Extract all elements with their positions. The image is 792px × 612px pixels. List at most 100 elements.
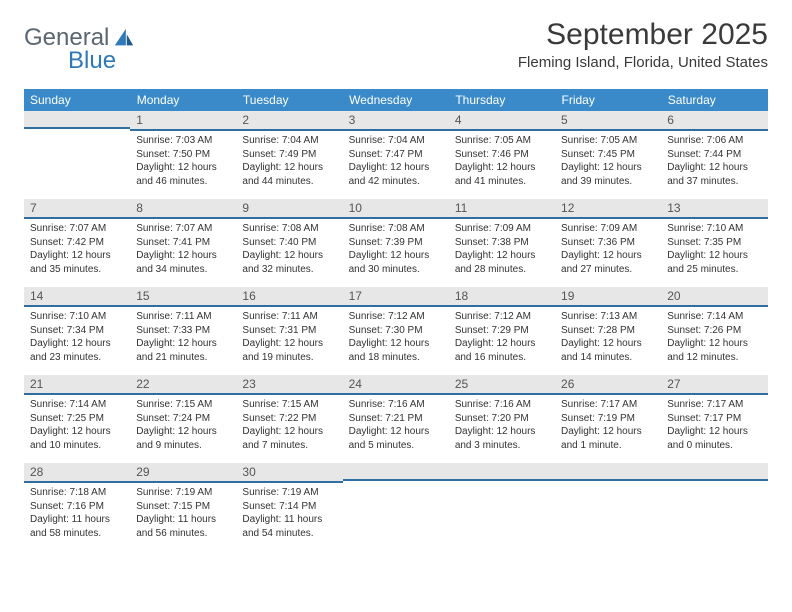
title-block: September 2025 Fleming Island, Florida, … bbox=[518, 18, 768, 71]
day-info: Sunrise: 7:04 AMSunset: 7:49 PMDaylight:… bbox=[242, 134, 336, 188]
day-number: 19 bbox=[555, 287, 661, 307]
day-number: 8 bbox=[130, 199, 236, 219]
day-number: 23 bbox=[236, 375, 342, 395]
calendar-head: SundayMondayTuesdayWednesdayThursdayFrid… bbox=[24, 89, 768, 111]
location-text: Fleming Island, Florida, United States bbox=[518, 54, 768, 71]
day-info: Sunrise: 7:15 AMSunset: 7:22 PMDaylight:… bbox=[242, 398, 336, 452]
day-cell-14: 14Sunrise: 7:10 AMSunset: 7:34 PMDayligh… bbox=[24, 287, 130, 375]
weekday-thursday: Thursday bbox=[449, 89, 555, 111]
day-cell-22: 22Sunrise: 7:15 AMSunset: 7:24 PMDayligh… bbox=[130, 375, 236, 463]
day-content: 30 Sunrise: 7:19 AMSunset: 7:14 PMDayligh… bbox=[236, 463, 342, 551]
day-cell-7: 7Sunrise: 7:07 AMSunset: 7:42 PMDaylight… bbox=[24, 199, 130, 287]
day-content: 26Sunrise: 7:17 AMSunset: 7:19 PMDayligh… bbox=[555, 375, 661, 463]
day-number: 17 bbox=[343, 287, 449, 307]
weekday-friday: Friday bbox=[555, 89, 661, 111]
empty-cell bbox=[343, 463, 449, 551]
day-number: 18 bbox=[449, 287, 555, 307]
day-cell-10: 10Sunrise: 7:08 AMSunset: 7:39 PMDayligh… bbox=[343, 199, 449, 287]
day-info: Sunrise: 7:05 AMSunset: 7:45 PMDaylight:… bbox=[561, 134, 655, 188]
day-info: Sunrise: 7:17 AMSunset: 7:17 PMDaylight:… bbox=[667, 398, 761, 452]
day-content: 2 Sunrise: 7:04 AMSunset: 7:49 PMDaylight… bbox=[236, 111, 342, 199]
day-cell-30: 30 Sunrise: 7:19 AMSunset: 7:14 PMDayligh… bbox=[236, 463, 342, 551]
day-number: 27 bbox=[661, 375, 767, 395]
day-content: 14Sunrise: 7:10 AMSunset: 7:34 PMDayligh… bbox=[24, 287, 130, 375]
day-content: 12Sunrise: 7:09 AMSunset: 7:36 PMDayligh… bbox=[555, 199, 661, 287]
day-info: Sunrise: 7:15 AMSunset: 7:24 PMDaylight:… bbox=[136, 398, 230, 452]
day-content: 27 Sunrise: 7:17 AMSunset: 7:17 PMDayligh… bbox=[661, 375, 767, 463]
day-info: Sunrise: 7:07 AMSunset: 7:42 PMDaylight:… bbox=[30, 222, 124, 276]
day-cell-17: 17 Sunrise: 7:12 AMSunset: 7:30 PMDayligh… bbox=[343, 287, 449, 375]
day-info: Sunrise: 7:16 AMSunset: 7:20 PMDaylight:… bbox=[455, 398, 549, 452]
day-content: 5Sunrise: 7:05 AMSunset: 7:45 PMDaylight… bbox=[555, 111, 661, 199]
day-info: Sunrise: 7:14 AMSunset: 7:25 PMDaylight:… bbox=[30, 398, 124, 452]
day-info: Sunrise: 7:04 AMSunset: 7:47 PMDaylight:… bbox=[349, 134, 443, 188]
weekday-saturday: Saturday bbox=[661, 89, 767, 111]
day-number: 20 bbox=[661, 287, 767, 307]
day-number: 30 bbox=[236, 463, 342, 483]
day-content: 7Sunrise: 7:07 AMSunset: 7:42 PMDaylight… bbox=[24, 199, 130, 287]
day-info: Sunrise: 7:11 AMSunset: 7:33 PMDaylight:… bbox=[136, 310, 230, 364]
day-cell-20: 20 Sunrise: 7:14 AMSunset: 7:26 PMDayligh… bbox=[661, 287, 767, 375]
day-number: 24 bbox=[343, 375, 449, 395]
day-info: Sunrise: 7:07 AMSunset: 7:41 PMDaylight:… bbox=[136, 222, 230, 276]
day-number: 21 bbox=[24, 375, 130, 395]
day-content: 10Sunrise: 7:08 AMSunset: 7:39 PMDayligh… bbox=[343, 199, 449, 287]
day-cell-9: 9Sunrise: 7:08 AMSunset: 7:40 PMDaylight… bbox=[236, 199, 342, 287]
day-info: Sunrise: 7:14 AMSunset: 7:26 PMDaylight:… bbox=[667, 310, 761, 364]
weekday-row: SundayMondayTuesdayWednesdayThursdayFrid… bbox=[24, 89, 768, 111]
day-content: 13Sunrise: 7:10 AMSunset: 7:35 PMDayligh… bbox=[661, 199, 767, 287]
day-cell-1: 1Sunrise: 7:03 AMSunset: 7:50 PMDaylight… bbox=[130, 111, 236, 199]
day-cell-2: 2 Sunrise: 7:04 AMSunset: 7:49 PMDaylight… bbox=[236, 111, 342, 199]
day-info: Sunrise: 7:06 AMSunset: 7:44 PMDaylight:… bbox=[667, 134, 761, 188]
day-number: 2 bbox=[236, 111, 342, 131]
day-cell-26: 26Sunrise: 7:17 AMSunset: 7:19 PMDayligh… bbox=[555, 375, 661, 463]
day-cell-13: 13Sunrise: 7:10 AMSunset: 7:35 PMDayligh… bbox=[661, 199, 767, 287]
day-cell-27: 27 Sunrise: 7:17 AMSunset: 7:17 PMDayligh… bbox=[661, 375, 767, 463]
calendar-table: SundayMondayTuesdayWednesdayThursdayFrid… bbox=[24, 89, 768, 551]
day-number: 10 bbox=[343, 199, 449, 219]
day-content: 20 Sunrise: 7:14 AMSunset: 7:26 PMDayligh… bbox=[661, 287, 767, 375]
day-cell-11: 11Sunrise: 7:09 AMSunset: 7:38 PMDayligh… bbox=[449, 199, 555, 287]
empty-day-bar bbox=[449, 463, 555, 481]
day-info: Sunrise: 7:19 AMSunset: 7:14 PMDaylight:… bbox=[242, 486, 336, 540]
day-number: 3 bbox=[343, 111, 449, 131]
day-content: 25Sunrise: 7:16 AMSunset: 7:20 PMDayligh… bbox=[449, 375, 555, 463]
day-content: 15Sunrise: 7:11 AMSunset: 7:33 PMDayligh… bbox=[130, 287, 236, 375]
day-number: 29 bbox=[130, 463, 236, 483]
day-cell-5: 5Sunrise: 7:05 AMSunset: 7:45 PMDaylight… bbox=[555, 111, 661, 199]
day-cell-21: 21 Sunrise: 7:14 AMSunset: 7:25 PMDayligh… bbox=[24, 375, 130, 463]
week-row: 1Sunrise: 7:03 AMSunset: 7:50 PMDaylight… bbox=[24, 111, 768, 199]
empty-cell bbox=[449, 463, 555, 551]
day-cell-25: 25Sunrise: 7:16 AMSunset: 7:20 PMDayligh… bbox=[449, 375, 555, 463]
day-content: 23 Sunrise: 7:15 AMSunset: 7:22 PMDayligh… bbox=[236, 375, 342, 463]
day-info: Sunrise: 7:19 AMSunset: 7:15 PMDaylight:… bbox=[136, 486, 230, 540]
day-content: 21 Sunrise: 7:14 AMSunset: 7:25 PMDayligh… bbox=[24, 375, 130, 463]
day-content: 1Sunrise: 7:03 AMSunset: 7:50 PMDaylight… bbox=[130, 111, 236, 199]
weekday-monday: Monday bbox=[130, 89, 236, 111]
weekday-tuesday: Tuesday bbox=[236, 89, 342, 111]
calendar-body: 1Sunrise: 7:03 AMSunset: 7:50 PMDaylight… bbox=[24, 111, 768, 551]
empty-day-bar bbox=[661, 463, 767, 481]
day-content: 17 Sunrise: 7:12 AMSunset: 7:30 PMDayligh… bbox=[343, 287, 449, 375]
day-info: Sunrise: 7:10 AMSunset: 7:34 PMDaylight:… bbox=[30, 310, 124, 364]
day-number: 9 bbox=[236, 199, 342, 219]
week-row: 14Sunrise: 7:10 AMSunset: 7:34 PMDayligh… bbox=[24, 287, 768, 375]
day-content: 29 Sunrise: 7:19 AMSunset: 7:15 PMDayligh… bbox=[130, 463, 236, 551]
day-content: 28Sunrise: 7:18 AMSunset: 7:16 PMDayligh… bbox=[24, 463, 130, 551]
day-cell-29: 29 Sunrise: 7:19 AMSunset: 7:15 PMDayligh… bbox=[130, 463, 236, 551]
day-info: Sunrise: 7:12 AMSunset: 7:30 PMDaylight:… bbox=[349, 310, 443, 364]
weekday-wednesday: Wednesday bbox=[343, 89, 449, 111]
empty-day-bar bbox=[555, 463, 661, 481]
day-content: 3 Sunrise: 7:04 AMSunset: 7:47 PMDaylight… bbox=[343, 111, 449, 199]
day-info: Sunrise: 7:11 AMSunset: 7:31 PMDaylight:… bbox=[242, 310, 336, 364]
day-info: Sunrise: 7:10 AMSunset: 7:35 PMDaylight:… bbox=[667, 222, 761, 276]
day-content: 18Sunrise: 7:12 AMSunset: 7:29 PMDayligh… bbox=[449, 287, 555, 375]
day-content: 9Sunrise: 7:08 AMSunset: 7:40 PMDaylight… bbox=[236, 199, 342, 287]
day-content: 8 Sunrise: 7:07 AMSunset: 7:41 PMDaylight… bbox=[130, 199, 236, 287]
day-content: 19Sunrise: 7:13 AMSunset: 7:28 PMDayligh… bbox=[555, 287, 661, 375]
day-info: Sunrise: 7:16 AMSunset: 7:21 PMDaylight:… bbox=[349, 398, 443, 452]
day-info: Sunrise: 7:05 AMSunset: 7:46 PMDaylight:… bbox=[455, 134, 549, 188]
day-cell-23: 23 Sunrise: 7:15 AMSunset: 7:22 PMDayligh… bbox=[236, 375, 342, 463]
day-info: Sunrise: 7:17 AMSunset: 7:19 PMDaylight:… bbox=[561, 398, 655, 452]
day-number: 16 bbox=[236, 287, 342, 307]
